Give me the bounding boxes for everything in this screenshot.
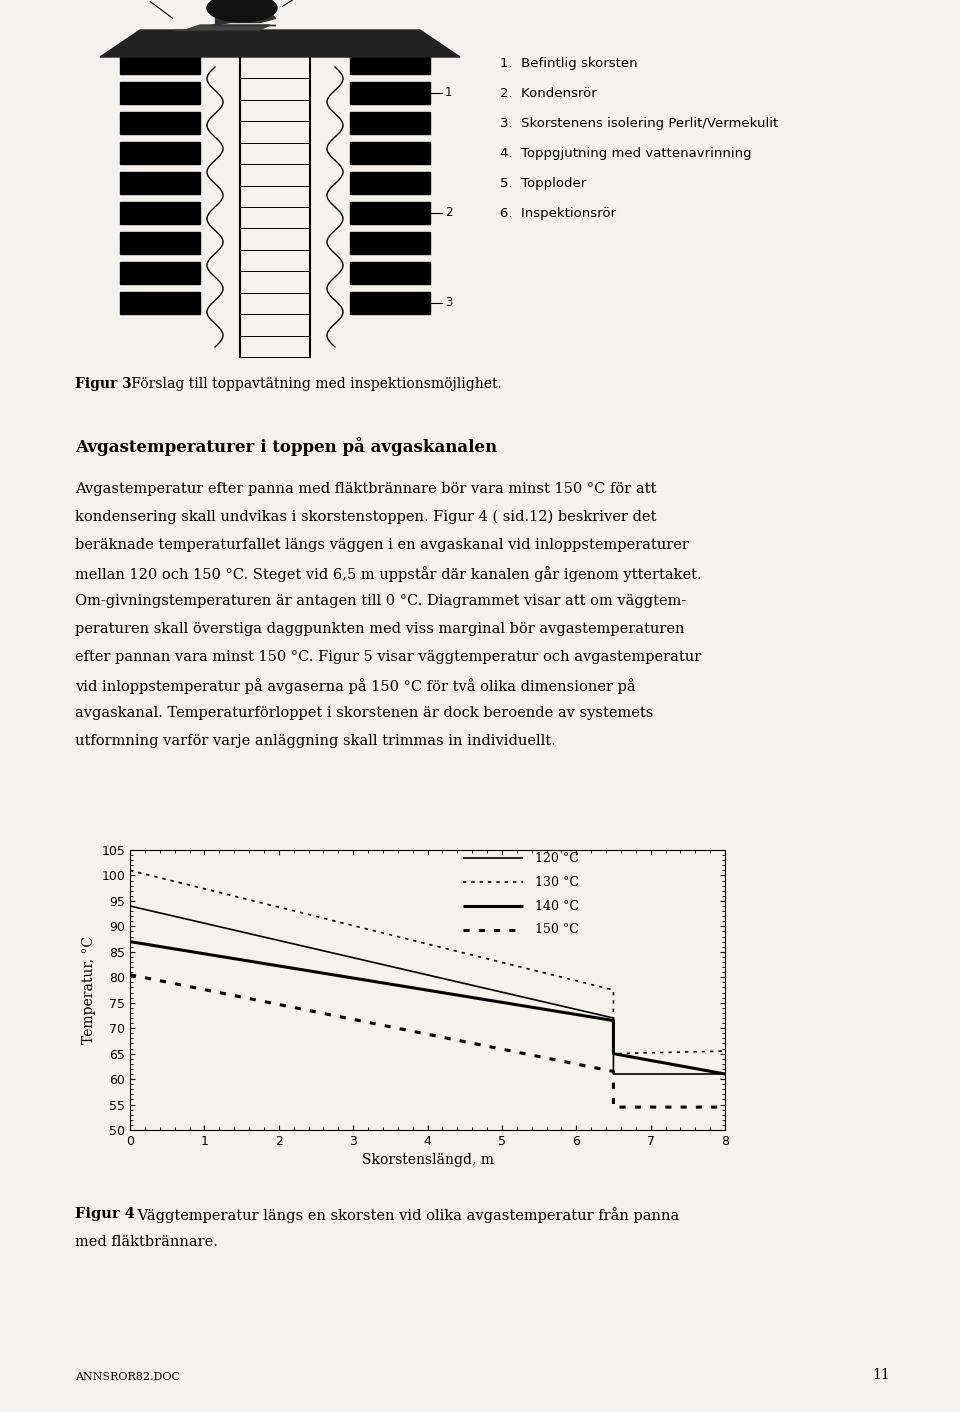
Bar [120, 172, 200, 193]
Text: 140 °C: 140 °C [535, 899, 579, 912]
Text: 3.  Skorstenens isolering Perlit/Vermekulit: 3. Skorstenens isolering Perlit/Vermekul… [500, 117, 779, 130]
Text: 130 °C: 130 °C [535, 875, 579, 888]
Bar [120, 263, 200, 284]
Text: Förslag till toppavtätning med inspektionsmöjlighet.: Förslag till toppavtätning med inspektio… [127, 377, 502, 391]
Text: avgaskanal. Temperaturförloppet i skorstenen är dock beroende av systemets: avgaskanal. Temperaturförloppet i skorst… [75, 706, 654, 720]
Text: 11: 11 [873, 1368, 890, 1382]
Text: ANNSROR82.DOC: ANNSROR82.DOC [75, 1372, 180, 1382]
Bar [350, 143, 430, 164]
Bar [350, 292, 430, 313]
Text: kondensering skall undvikas i skorstenstoppen. Figur 4 ( sid.12) beskriver det: kondensering skall undvikas i skorstenst… [75, 510, 657, 524]
Text: beräknade temperaturfallet längs väggen i en avgaskanal vid inloppstemperaturer: beräknade temperaturfallet längs väggen … [75, 538, 689, 552]
Bar [120, 232, 200, 254]
Bar [350, 82, 430, 104]
Bar [120, 292, 200, 313]
Text: med fläktbrännare.: med fläktbrännare. [75, 1236, 218, 1250]
Bar [350, 202, 430, 225]
X-axis label: Skorstenslängd, m: Skorstenslängd, m [362, 1154, 493, 1168]
Text: 2.  Kondensrör: 2. Kondensrör [500, 88, 597, 100]
Text: Avgastemperatur efter panna med fläktbrännare bör vara minst 150 °C för att: Avgastemperatur efter panna med fläktbrä… [75, 481, 657, 496]
Text: efter pannan vara minst 150 °C. Figur 5 visar väggtemperatur och avgastemperatur: efter pannan vara minst 150 °C. Figur 5 … [75, 650, 701, 664]
Text: 6.  Inspektionsrör: 6. Inspektionsrör [500, 208, 616, 220]
Bar [120, 52, 200, 73]
Text: Avgastemperaturer i toppen på avgaskanalen: Avgastemperaturer i toppen på avgaskanal… [75, 436, 497, 456]
Y-axis label: Temperatur, °C: Temperatur, °C [82, 936, 96, 1043]
Text: peraturen skall överstiga daggpunkten med viss marginal bör avgastemperaturen: peraturen skall överstiga daggpunkten me… [75, 623, 684, 635]
Bar [350, 112, 430, 134]
Bar [120, 143, 200, 164]
Text: 1.  Befintlig skorsten: 1. Befintlig skorsten [500, 56, 637, 71]
Text: Väggtemperatur längs en skorsten vid olika avgastemperatur från panna: Väggtemperatur längs en skorsten vid oli… [133, 1207, 680, 1223]
Bar [120, 82, 200, 104]
Bar [350, 52, 430, 73]
Bar [120, 202, 200, 225]
Text: vid inloppstemperatur på avgaserna på 150 °C för två olika dimensioner på: vid inloppstemperatur på avgaserna på 15… [75, 678, 636, 693]
Text: 1: 1 [445, 86, 452, 99]
Polygon shape [100, 30, 460, 56]
Polygon shape [175, 25, 270, 30]
Bar [120, 112, 200, 134]
Bar [350, 172, 430, 193]
Text: 4.  Toppgjutning med vattenavrinning: 4. Toppgjutning med vattenavrinning [500, 147, 752, 160]
Ellipse shape [207, 0, 277, 23]
Text: 5.  Topploder: 5. Topploder [500, 176, 587, 191]
Text: mellan 120 och 150 °C. Steget vid 6,5 m uppstår där kanalen går igenom yttertake: mellan 120 och 150 °C. Steget vid 6,5 m … [75, 566, 702, 582]
Text: 150 °C: 150 °C [535, 923, 579, 936]
Bar [350, 232, 430, 254]
Text: 3: 3 [445, 297, 452, 309]
Text: Om-givningstemperaturen är antagen till 0 °C. Diagrammet visar att om väggtem-: Om-givningstemperaturen är antagen till … [75, 594, 686, 609]
Text: 2: 2 [445, 206, 452, 219]
Text: Figur 3: Figur 3 [75, 377, 132, 391]
Text: 120 °C: 120 °C [535, 851, 579, 866]
Text: Figur 4: Figur 4 [75, 1207, 134, 1221]
Bar [350, 263, 430, 284]
Text: utformning varför varje anläggning skall trimmas in individuellt.: utformning varför varje anläggning skall… [75, 734, 556, 748]
